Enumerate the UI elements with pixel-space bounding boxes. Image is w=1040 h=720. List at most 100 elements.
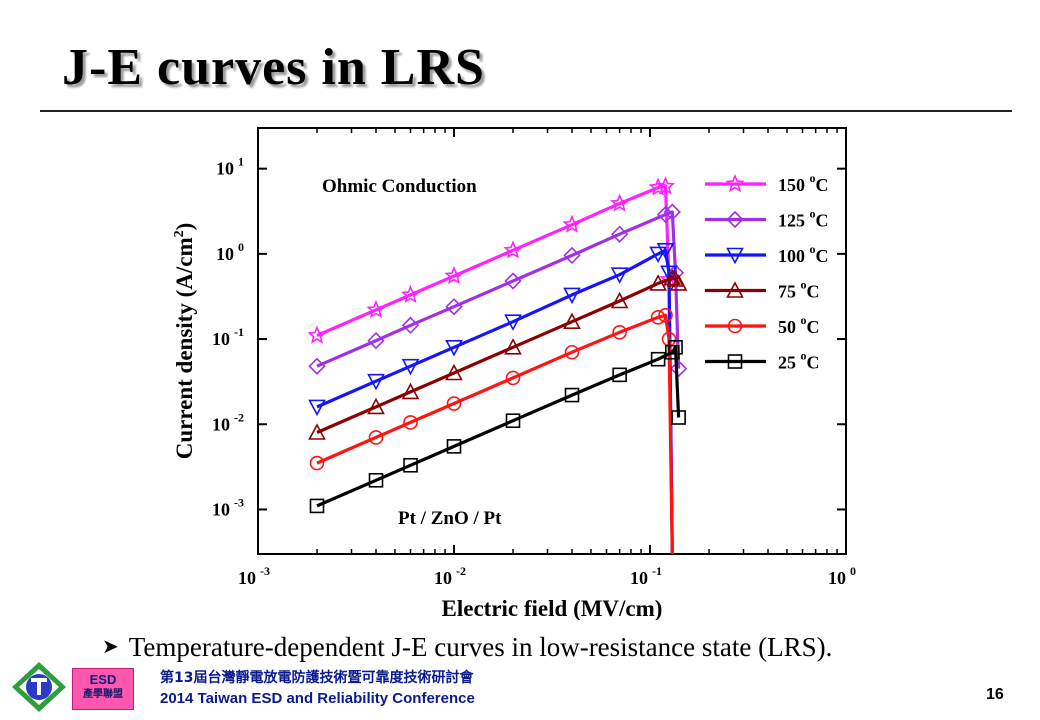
legend-label: 100 oC (778, 242, 829, 266)
legend-marker (727, 318, 743, 334)
data-point-2 (649, 246, 667, 264)
data-point-1 (610, 225, 629, 243)
data-point-4 (403, 415, 418, 430)
page-number: 16 (986, 686, 1004, 703)
legend-marker (726, 210, 744, 229)
data-point-2 (610, 267, 629, 284)
data-point-0 (648, 177, 668, 196)
data-point-5 (650, 351, 666, 367)
data-point-2 (401, 358, 420, 376)
y-tick-label: 10 0 (216, 240, 244, 264)
data-point-4 (368, 430, 384, 445)
data-point-4 (612, 325, 627, 340)
data-point-5 (564, 387, 580, 403)
series-line-4 (316, 313, 674, 555)
legend-marker (725, 173, 745, 193)
data-point-3 (663, 268, 682, 286)
esd-badge-title: ESD (89, 672, 117, 687)
tesda-logo-icon (12, 662, 66, 712)
data-point-4 (309, 455, 325, 471)
conference-name-chinese: 第13屆台灣靜電放電防護技術暨可靠度技術研討會 (160, 670, 474, 686)
series-line-3 (316, 276, 680, 434)
data-point-1 (504, 272, 522, 290)
series-line-0 (316, 184, 674, 555)
data-point-2 (563, 287, 581, 305)
data-point-3 (445, 363, 463, 381)
data-point-5 (612, 367, 627, 383)
legend-label: 125 oC (778, 207, 829, 231)
data-point-1 (308, 357, 326, 375)
slide-title: J-E curves in LRS (62, 39, 485, 96)
legend-label: 25 oC (778, 349, 820, 373)
data-point-1 (367, 331, 385, 350)
data-point-5 (403, 457, 418, 473)
legend-label: 150 oC (778, 171, 829, 195)
data-point-4 (505, 370, 521, 386)
data-point-3 (610, 291, 629, 309)
annotation-device-stack: Pt / ZnO / Pt (398, 508, 502, 529)
data-point-0 (366, 299, 386, 318)
data-point-3 (666, 270, 685, 287)
data-point-4 (650, 310, 666, 325)
caption-text: Temperature-dependent J-E curves in low-… (128, 632, 833, 662)
data-point-4 (446, 396, 462, 411)
data-point-4 (564, 344, 580, 360)
data-point-3 (401, 382, 420, 400)
x-tick-label: 10 -3 (238, 564, 270, 588)
data-point-2 (445, 340, 463, 357)
data-point-1 (445, 298, 463, 316)
data-point-2 (367, 373, 385, 391)
data-point-3 (367, 397, 385, 415)
data-point-1 (663, 203, 681, 221)
x-tick-label: 10 -1 (630, 564, 662, 588)
y-tick-label: 10 -2 (212, 410, 244, 434)
data-point-2 (504, 314, 522, 331)
slide-caption: ➤ Temperature-dependent J-E curves in low… (102, 632, 832, 663)
data-point-5 (505, 413, 521, 429)
legend-marker (726, 247, 744, 265)
data-point-5 (665, 344, 680, 360)
series-line-2 (316, 248, 674, 555)
legend-marker (727, 354, 743, 369)
data-point-3 (308, 423, 326, 440)
title-divider (40, 110, 1012, 112)
data-point-1 (563, 246, 581, 265)
data-point-0 (444, 265, 464, 285)
data-point-0 (562, 214, 582, 233)
legend-label: 75 oC (778, 278, 820, 302)
data-point-0 (655, 176, 676, 195)
y-tick-label: 10 -3 (212, 495, 244, 519)
data-point-3 (563, 312, 581, 329)
conference-name-english: 2014 Taiwan ESD and Reliability Conferen… (160, 690, 475, 707)
y-axis-title: Current density (A/cm2) (172, 223, 197, 460)
je-curves-chart: 10 -3 10 -2 10 -1 10 0 10 -3 10 -2 10 -1 10 0 10 1 Electri… (172, 127, 856, 620)
x-axis-title: Electric field (MV/cm) (442, 596, 663, 620)
data-point-3 (669, 274, 688, 291)
data-point-0 (610, 193, 630, 212)
legend-label: 50 oC (778, 313, 820, 337)
series-line-1 (316, 210, 681, 369)
data-point-2 (656, 243, 675, 260)
data-point-2 (308, 399, 326, 417)
data-point-5 (668, 340, 683, 355)
data-point-2 (660, 265, 678, 282)
data-point-3 (649, 274, 667, 291)
data-point-1 (656, 205, 675, 224)
plot-frame (257, 127, 847, 555)
data-point-0 (503, 240, 523, 259)
annotation-ohmic-conduction: Ohmic Conduction (322, 176, 477, 197)
x-tick-label: 10 0 (828, 564, 856, 588)
y-tick-label: 10 -1 (212, 325, 244, 349)
series-line-5 (316, 345, 681, 508)
data-point-5 (368, 472, 384, 488)
data-point-0 (307, 325, 327, 344)
data-point-5 (671, 410, 686, 425)
legend-marker (726, 281, 744, 298)
x-tick-label: 10 -2 (434, 564, 466, 588)
arrow-bullet-icon: ➤ (102, 636, 119, 658)
esd-alliance-badge: ESD 產學聯盟 (72, 668, 134, 710)
data-point-1 (401, 316, 420, 334)
y-tick-label: 10 1 (216, 155, 244, 179)
data-point-1 (669, 359, 688, 378)
data-point-0 (400, 284, 421, 303)
